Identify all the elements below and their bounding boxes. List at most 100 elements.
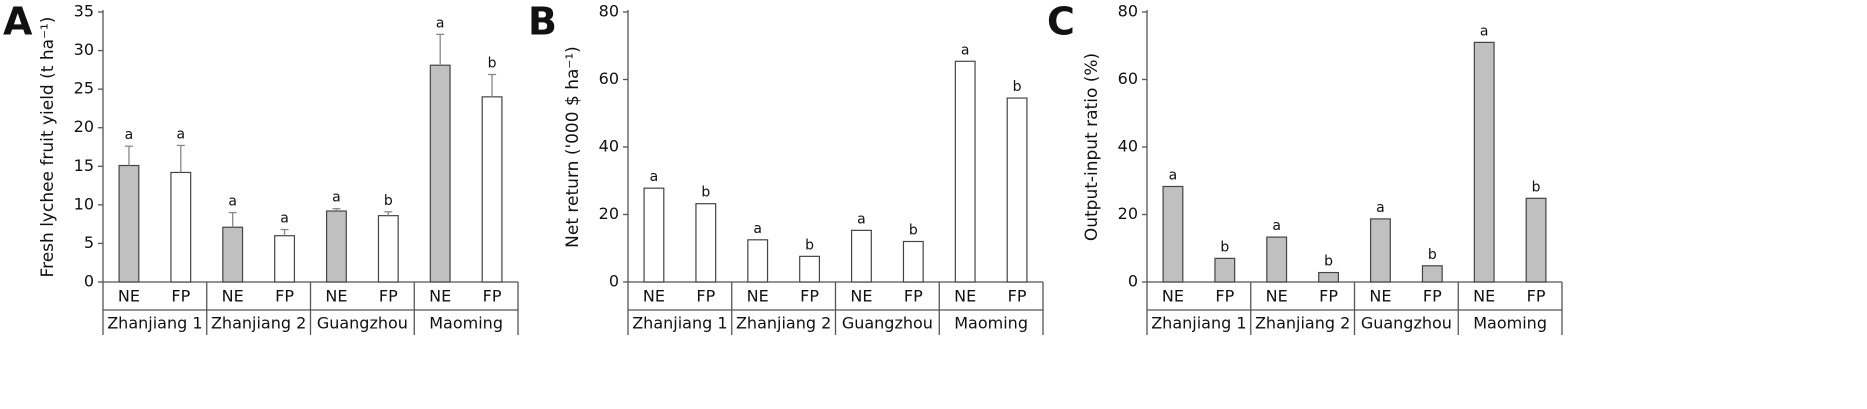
y-tick-label: 0 xyxy=(84,272,94,291)
significance-letter: a xyxy=(280,211,289,227)
group-label: Zhanjiang 2 xyxy=(211,314,306,333)
significance-letter: b xyxy=(1532,179,1541,195)
significance-letter: a xyxy=(650,169,659,185)
significance-letter: a xyxy=(228,194,237,210)
bar xyxy=(1162,185,1184,283)
significance-letter: a xyxy=(961,42,970,58)
group-label: Guangzhou xyxy=(842,314,933,333)
group-label: Zhanjiang 1 xyxy=(107,314,202,333)
significance-letter: b xyxy=(701,185,710,201)
x-tick-label: NE xyxy=(1162,287,1184,306)
y-axis-title: Fresh lychee fruit yield (t ha⁻¹) xyxy=(38,17,58,278)
bar xyxy=(1318,271,1340,283)
bar xyxy=(1214,257,1236,283)
x-tick-label: NE xyxy=(954,287,976,306)
y-tick-label: 15 xyxy=(74,156,94,175)
y-tick-label: 35 xyxy=(74,2,94,21)
y-tick-label: 20 xyxy=(599,204,619,223)
bar xyxy=(799,255,821,283)
y-tick-label: 60 xyxy=(599,69,619,88)
significance-letter: b xyxy=(488,55,497,71)
y-tick-label: 0 xyxy=(609,272,619,291)
significance-letter: b xyxy=(1324,254,1333,270)
x-tick-label: FP xyxy=(1215,287,1234,306)
x-tick-label: NE xyxy=(747,287,769,306)
significance-letter: b xyxy=(1220,239,1229,255)
y-tick-label: 5 xyxy=(84,233,94,252)
bar xyxy=(850,229,872,283)
x-tick-label: FP xyxy=(1008,287,1027,306)
y-tick-label: 40 xyxy=(599,137,619,156)
bar xyxy=(377,215,399,283)
bar xyxy=(902,240,924,283)
x-tick-label: FP xyxy=(904,287,923,306)
bar xyxy=(222,226,244,283)
significance-letter: b xyxy=(384,193,393,209)
significance-letter: a xyxy=(1376,200,1385,216)
bar xyxy=(695,203,717,283)
significance-letter: b xyxy=(805,237,814,253)
significance-letter: a xyxy=(857,211,866,227)
y-tick-label: 10 xyxy=(74,194,94,213)
significance-letter: b xyxy=(1428,247,1437,263)
significance-letter: a xyxy=(177,126,186,142)
bar xyxy=(274,235,296,283)
y-tick-label: 30 xyxy=(74,40,94,59)
bar xyxy=(1421,265,1443,283)
y-axis-title: Net return ('000 $ ha⁻¹) xyxy=(563,46,583,248)
bar xyxy=(643,187,665,283)
y-axis-title: Output-input ratio (%) xyxy=(1082,53,1102,241)
bar xyxy=(170,171,192,283)
panel-label: A xyxy=(3,0,33,44)
group-label: Maoming xyxy=(1473,314,1547,333)
bar xyxy=(1473,41,1495,283)
significance-letter: b xyxy=(1013,79,1022,95)
x-tick-label: NE xyxy=(1369,287,1391,306)
group-label: Zhanjiang 1 xyxy=(632,314,727,333)
panel-label: B xyxy=(528,0,557,44)
bar xyxy=(747,239,769,283)
bar xyxy=(325,210,347,283)
bar xyxy=(1525,197,1547,283)
x-tick-label: NE xyxy=(643,287,665,306)
x-tick-label: NE xyxy=(222,287,244,306)
x-tick-label: FP xyxy=(1319,287,1338,306)
bar xyxy=(118,164,140,283)
x-tick-label: FP xyxy=(1527,287,1546,306)
group-label: Maoming xyxy=(429,314,503,333)
group-label: Zhanjiang 2 xyxy=(1255,314,1350,333)
bar xyxy=(481,96,503,283)
significance-letter: a xyxy=(1480,23,1489,39)
y-tick-label: 80 xyxy=(599,2,619,21)
bar xyxy=(429,64,451,283)
significance-letter: a xyxy=(1169,167,1178,183)
group-label: Guangzhou xyxy=(1361,314,1452,333)
x-tick-label: FP xyxy=(696,287,715,306)
x-tick-label: FP xyxy=(483,287,502,306)
significance-letter: a xyxy=(332,190,341,206)
group-label: Guangzhou xyxy=(317,314,408,333)
x-tick-label: NE xyxy=(1473,287,1495,306)
significance-letter: a xyxy=(1272,218,1281,234)
significance-letter: b xyxy=(909,223,918,239)
x-tick-label: NE xyxy=(850,287,872,306)
y-tick-label: 20 xyxy=(74,117,94,136)
bar xyxy=(1266,236,1288,283)
x-tick-label: FP xyxy=(1423,287,1442,306)
panel-label: C xyxy=(1047,0,1075,44)
y-tick-label: 20 xyxy=(1118,204,1138,223)
x-tick-label: NE xyxy=(325,287,347,306)
bar xyxy=(1369,218,1391,283)
y-tick-label: 0 xyxy=(1128,272,1138,291)
x-tick-label: FP xyxy=(171,287,190,306)
x-tick-label: NE xyxy=(1266,287,1288,306)
x-tick-label: NE xyxy=(429,287,451,306)
x-tick-label: NE xyxy=(118,287,140,306)
bar xyxy=(954,60,976,283)
x-tick-label: FP xyxy=(800,287,819,306)
significance-letter: a xyxy=(753,221,762,237)
group-label: Maoming xyxy=(954,314,1028,333)
group-label: Zhanjiang 1 xyxy=(1151,314,1246,333)
x-tick-label: FP xyxy=(379,287,398,306)
